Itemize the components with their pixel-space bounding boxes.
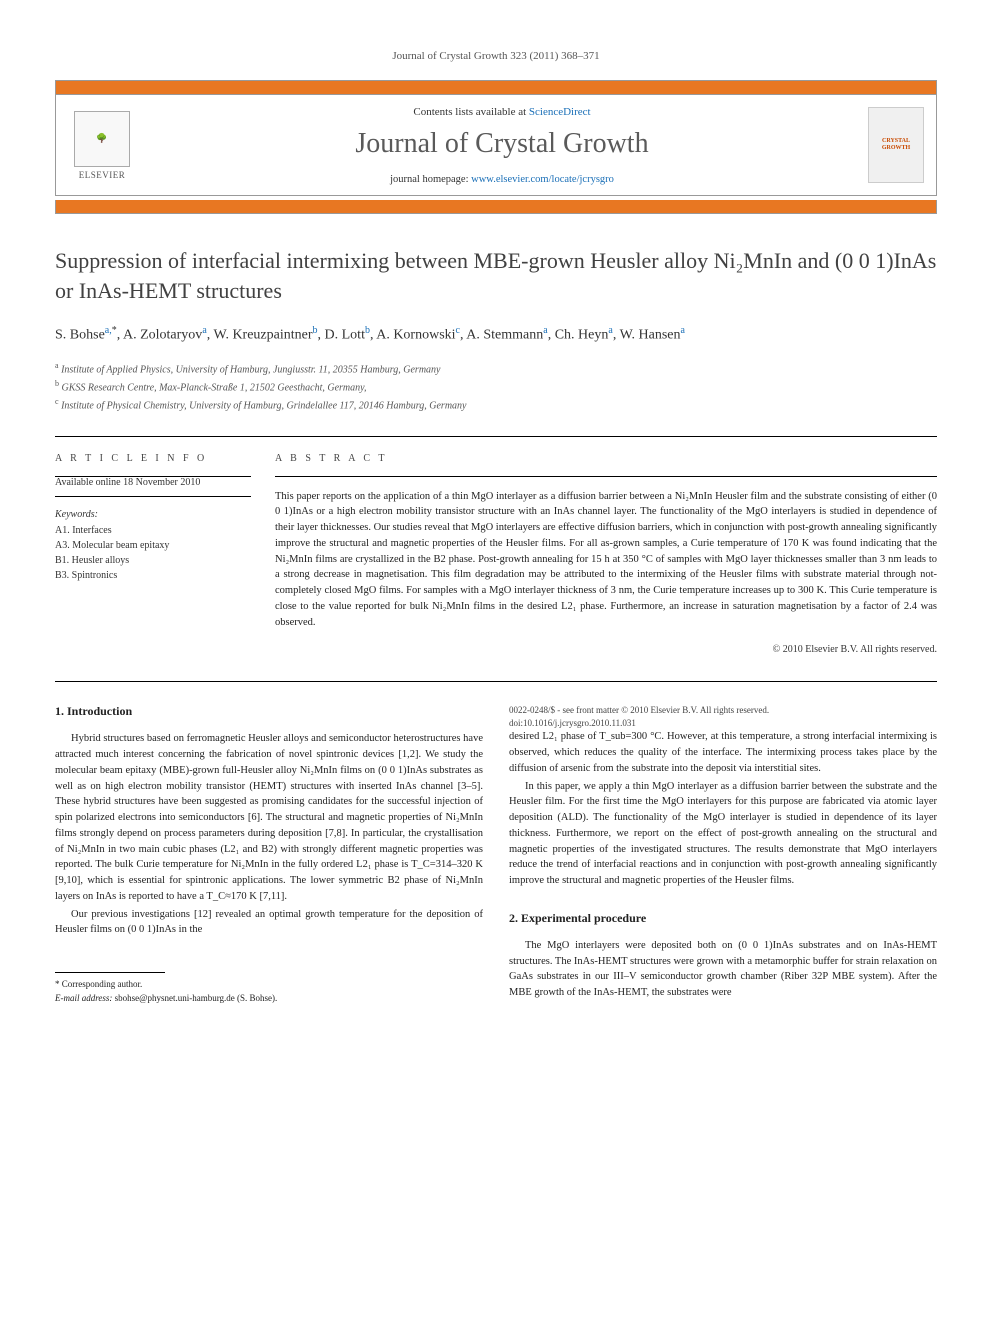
corresponding-author: * Corresponding author.	[55, 978, 483, 992]
copyright-line: © 2010 Elsevier B.V. All rights reserved…	[275, 644, 937, 655]
footnote-block: * Corresponding author. E-mail address: …	[55, 966, 483, 1005]
abstract-label: A B S T R A C T	[275, 453, 937, 464]
homepage-label: journal homepage:	[390, 174, 471, 185]
footer-doi: doi:10.1016/j.jcrysgro.2010.11.031	[509, 717, 937, 730]
footnote-rule	[55, 972, 165, 973]
divider	[55, 681, 937, 682]
journal-header-box: 🌳 ELSEVIER Contents lists available at S…	[55, 80, 937, 196]
homepage-link[interactable]: www.elsevier.com/locate/jcrysgro	[471, 174, 614, 185]
homepage-line: journal homepage: www.elsevier.com/locat…	[136, 174, 868, 185]
elsevier-text: ELSEVIER	[79, 170, 126, 180]
email-tail: (S. Bohse).	[235, 993, 278, 1003]
keywords-label: Keywords:	[55, 509, 251, 520]
elsevier-logo: 🌳 ELSEVIER	[68, 105, 136, 185]
journal-name: Journal of Crystal Growth	[136, 128, 868, 160]
intro-paragraph-4: In this paper, we apply a thin MgO inter…	[509, 779, 937, 889]
elsevier-tree-icon: 🌳	[74, 111, 130, 167]
intro-paragraph-2: Our previous investigations [12] reveale…	[55, 907, 483, 939]
contents-text: Contents lists available at	[413, 106, 528, 118]
divider	[275, 476, 937, 477]
sciencedirect-link[interactable]: ScienceDirect	[529, 106, 591, 118]
contents-available-line: Contents lists available at ScienceDirec…	[136, 106, 868, 118]
intro-paragraph-1: Hybrid structures based on ferromagnetic…	[55, 731, 483, 904]
available-online-date: Available online 18 November 2010	[55, 477, 251, 497]
footer-line-1: 0022-0248/$ - see front matter © 2010 El…	[509, 704, 937, 717]
abstract-text: This paper reports on the application of…	[275, 489, 937, 631]
orange-bar-bottom	[55, 200, 937, 214]
article-title: Suppression of interfacial intermixing b…	[55, 246, 937, 305]
section-2-title: 2. Experimental procedure	[509, 911, 937, 926]
author-list: S. Bohsea,*, A. Zolotaryova, W. Kreuzpai…	[55, 323, 937, 346]
email-label: E-mail address:	[55, 993, 115, 1003]
section-1-title: 1. Introduction	[55, 704, 483, 719]
journal-cover-thumbnail: CRYSTAL GROWTH	[868, 107, 924, 183]
article-info-label: A R T I C L E I N F O	[55, 453, 251, 464]
orange-bar	[56, 81, 936, 95]
journal-citation: Journal of Crystal Growth 323 (2011) 368…	[55, 50, 937, 62]
cover-label: CRYSTAL GROWTH	[872, 138, 920, 152]
email-address[interactable]: sbohse@physnet.uni-hamburg.de	[115, 993, 235, 1003]
footer-copyright: 0022-0248/$ - see front matter © 2010 El…	[509, 704, 937, 729]
divider	[55, 436, 937, 437]
exp-paragraph-1: The MgO interlayers were deposited both …	[509, 938, 937, 1001]
affiliations: a Institute of Applied Physics, Universi…	[55, 360, 937, 413]
keywords-list: A1. InterfacesA3. Molecular beam epitaxy…	[55, 523, 251, 583]
intro-paragraph-3: desired L2₁ phase of T_sub=300 °C. Howev…	[509, 729, 937, 776]
email-line: E-mail address: sbohse@physnet.uni-hambu…	[55, 992, 483, 1006]
